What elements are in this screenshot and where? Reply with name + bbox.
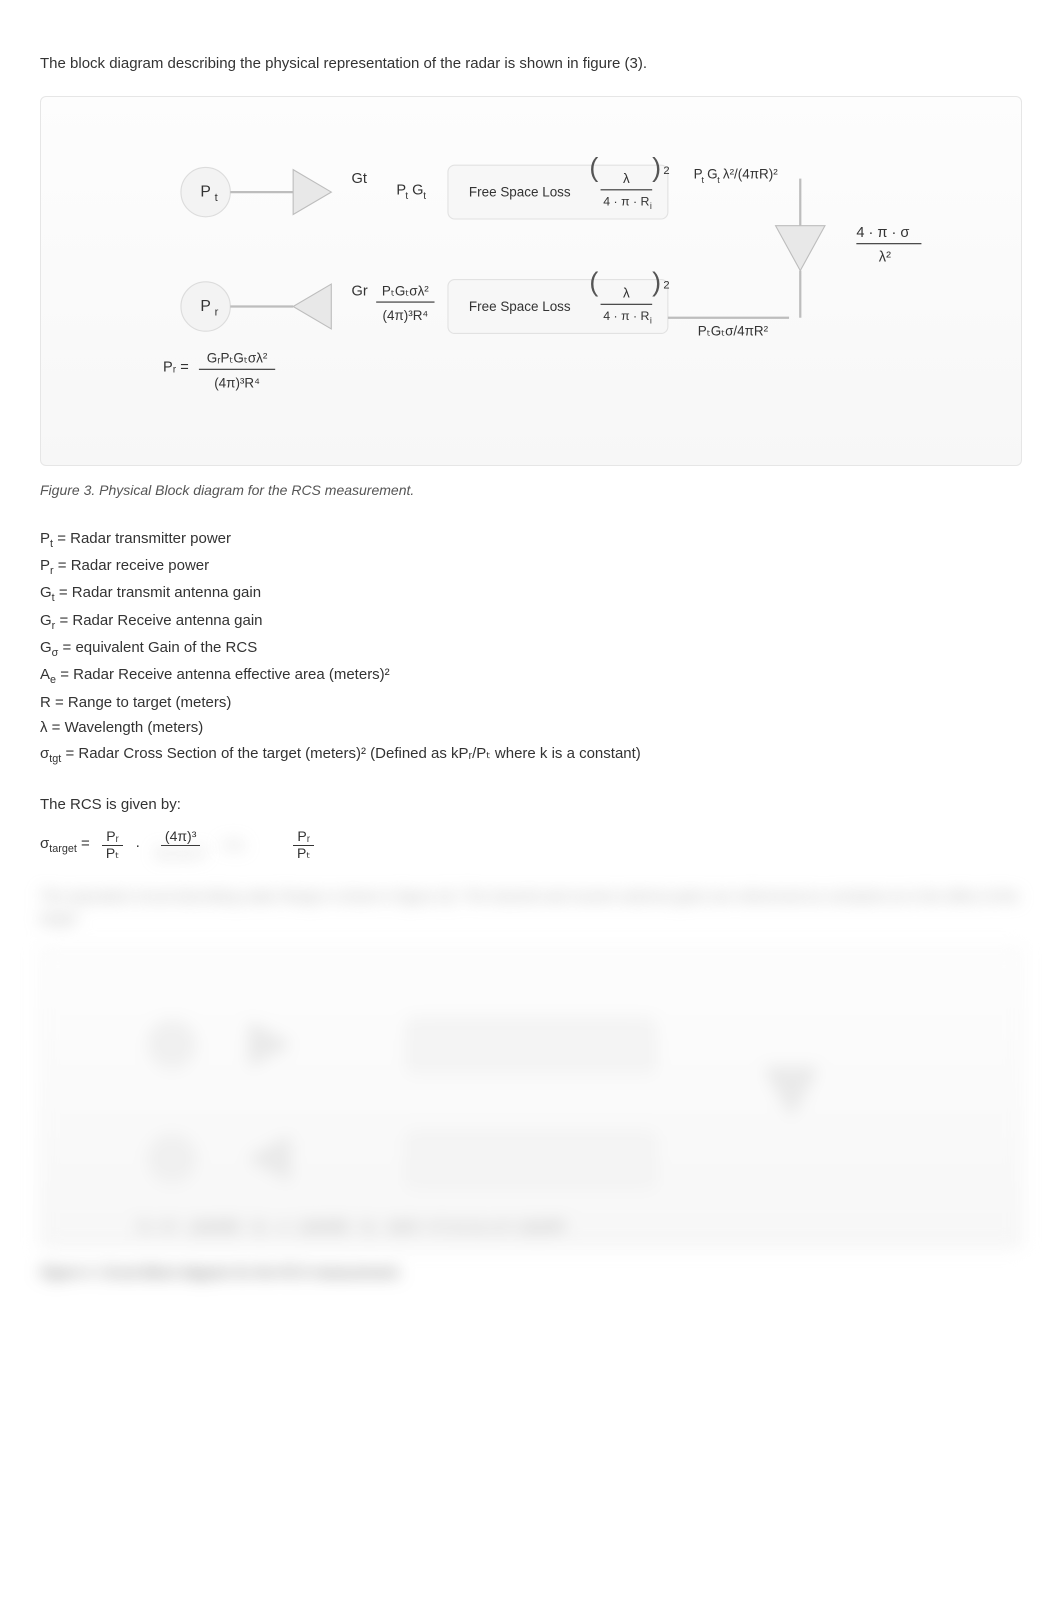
svg-text:r: r bbox=[215, 306, 219, 318]
svg-text:λ²/(4πR)²: λ²/(4πR)² bbox=[723, 167, 778, 182]
svg-text:λ: λ bbox=[623, 171, 630, 186]
def-pr: Pr = Radar receive power bbox=[40, 553, 1022, 580]
svg-text:i: i bbox=[650, 315, 652, 325]
figure-3-svg: P t Gt P t G t Free Space Loss ( λ 4 · π… bbox=[71, 127, 991, 419]
svg-text:λ: λ bbox=[623, 286, 630, 301]
svg-text:4 · π · σ: 4 · π · σ bbox=[856, 225, 909, 241]
svg-text:λ²: λ² bbox=[879, 250, 891, 266]
figure-3-caption: Figure 3. Physical Block diagram for the… bbox=[40, 482, 1022, 498]
svg-text:2: 2 bbox=[663, 280, 669, 292]
def-gsigma: Gσ = equivalent Gain of the RCS bbox=[40, 635, 1022, 662]
def-sigma: σtgt = Radar Cross Section of the target… bbox=[40, 741, 1022, 768]
rcs-blur-gap: = k · bbox=[221, 837, 281, 854]
svg-text:): ) bbox=[652, 267, 661, 297]
svg-text:Pᵣ =: Pᵣ = bbox=[163, 360, 189, 376]
blur-paragraph: The equivalent circuit describing radar … bbox=[40, 885, 1022, 930]
figure-4-box: Pᵣ = Pₜ · (λ/4πR)² · Gₜ · σ · (λ/4πR)² ·… bbox=[40, 948, 1022, 1248]
def-gt: Gt = Radar transmit antenna gain bbox=[40, 580, 1022, 607]
rcs-frac3: Pᵣ Pₜ bbox=[293, 829, 314, 861]
svg-text:P: P bbox=[200, 298, 210, 315]
rcs-frac2: (4π)³ Gₜ Gᵣ λ² bbox=[152, 829, 209, 861]
svg-text:Gr: Gr bbox=[351, 283, 367, 299]
figure-4-caption: Figure 4. Circuit Block diagram for the … bbox=[40, 1264, 1022, 1280]
svg-text:G: G bbox=[412, 182, 423, 198]
svg-text:(: ( bbox=[589, 152, 598, 182]
figure-3-box: P t Gt P t G t Free Space Loss ( λ 4 · π… bbox=[40, 96, 1022, 466]
rcs-given-by: The RCS is given by: bbox=[40, 796, 1022, 813]
svg-text:t: t bbox=[717, 175, 720, 185]
def-r: R = Range to target (meters) bbox=[40, 690, 1022, 716]
svg-text:): ) bbox=[652, 152, 661, 182]
def-lambda: λ = Wavelength (meters) bbox=[40, 715, 1022, 741]
svg-text:4 · π · R: 4 · π · R bbox=[603, 309, 649, 323]
svg-text:P: P bbox=[200, 184, 210, 201]
svg-text:2: 2 bbox=[663, 165, 669, 177]
svg-text:(4π)³R⁴: (4π)³R⁴ bbox=[214, 375, 260, 390]
intro-paragraph: The block diagram describing the physica… bbox=[40, 55, 1022, 72]
svg-text:GᵣPₜGₜσλ²: GᵣPₜGₜσλ² bbox=[207, 351, 268, 366]
svg-text:i: i bbox=[650, 201, 652, 211]
svg-text:Gt: Gt bbox=[351, 171, 366, 187]
rcs-frac1: Pᵣ Pₜ bbox=[102, 829, 123, 861]
rcs-lhs: σtarget = bbox=[40, 835, 90, 855]
svg-text:t: t bbox=[405, 191, 408, 202]
svg-text:Free Space Loss: Free Space Loss bbox=[469, 299, 571, 314]
svg-text:t: t bbox=[702, 175, 705, 185]
svg-text:(: ( bbox=[589, 267, 598, 297]
svg-text:t: t bbox=[423, 191, 426, 202]
figure-4-svg: Pᵣ = Pₜ · (λ/4πR)² · Gₜ · σ · (λ/4πR)² ·… bbox=[71, 979, 991, 1248]
svg-text:G: G bbox=[707, 167, 717, 182]
def-ae: Ae = Radar Receive antenna effective are… bbox=[40, 662, 1022, 689]
svg-text:PₜGₜσλ²: PₜGₜσλ² bbox=[382, 283, 429, 298]
svg-text:Free Space Loss: Free Space Loss bbox=[469, 185, 571, 200]
def-pt: Pt = Radar transmitter power bbox=[40, 526, 1022, 553]
rcs-dot: · bbox=[135, 837, 140, 854]
svg-text:4 · π · R: 4 · π · R bbox=[603, 195, 649, 209]
svg-text:PₜGₜσ/4πR²: PₜGₜσ/4πR² bbox=[698, 324, 769, 339]
def-gr: Gr = Radar Receive antenna gain bbox=[40, 608, 1022, 635]
svg-text:(4π)³R⁴: (4π)³R⁴ bbox=[382, 308, 428, 323]
symbol-definitions: Pt = Radar transmitter power Pr = Radar … bbox=[40, 526, 1022, 768]
rcs-equation: σtarget = Pᵣ Pₜ · (4π)³ Gₜ Gᵣ λ² = k · P… bbox=[40, 829, 1022, 861]
svg-text:Pᵣ = Pₜ · (λ/4πR)² · Gₜ · σ ·: Pᵣ = Pₜ · (λ/4πR)² · Gₜ · σ · (λ/4πR)² ·… bbox=[138, 1219, 567, 1234]
